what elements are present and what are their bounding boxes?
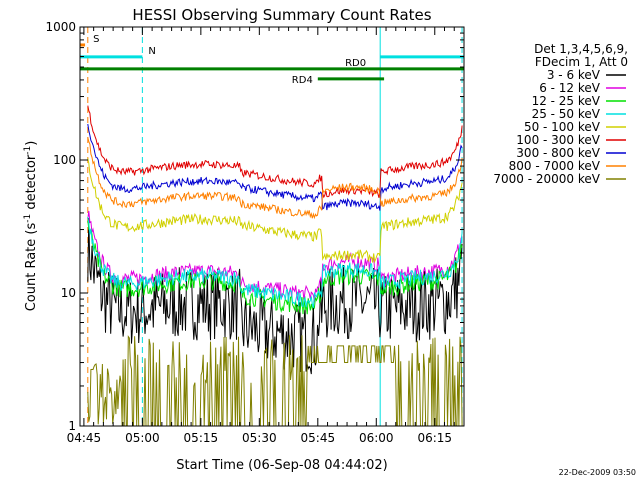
flag-label-n: N — [148, 46, 155, 57]
axes: 1 10 100 1000 04:45 05:00 05:15 05:30 05:45 06:00… — [45, 20, 465, 445]
x-tick-label: 05:45 — [301, 431, 336, 445]
y-axis-label-main: Count Rate (s — [24, 223, 39, 312]
flag-label-rd4: RD4 — [292, 75, 313, 86]
y-axis-label: Count Rate (s-1 detector-1) — [23, 141, 39, 312]
series-line-0 — [87, 218, 463, 375]
x-tick-label: 04:45 — [67, 431, 102, 445]
legend-entry-label: 100 - 300 keV — [516, 133, 600, 147]
y-axis-label-end: ) — [24, 141, 39, 146]
y-axis-label-mid: detector — [24, 154, 39, 214]
y-axis-label-sup2: -1 — [23, 146, 33, 155]
legend-entry-label: 12 - 25 keV — [532, 94, 601, 108]
x-tick-label: 06:15 — [417, 431, 452, 445]
series-line-4 — [87, 158, 463, 264]
x-axis-label: Start Time (06-Sep-08 04:44:02) — [176, 458, 387, 473]
series-line-3 — [87, 216, 463, 309]
legend-entry-label: 7000 - 20000 keV — [493, 172, 600, 186]
chart-title: HESSI Observing Summary Count Rates — [132, 6, 431, 24]
y-axis-label-sup1: -1 — [23, 214, 33, 223]
y-tick-label: 1 — [68, 419, 76, 433]
legend-entry-label: 300 - 800 keV — [516, 146, 600, 160]
flag-label-rd0: RD0 — [345, 58, 366, 69]
legend-entry-label: 3 - 6 keV — [547, 68, 601, 82]
y-tick-label: 1000 — [45, 20, 76, 34]
timestamp: 22-Dec-2009 03:50 — [559, 468, 636, 477]
legend-header-line2: FDecim 1, Att 0 — [535, 55, 628, 69]
flag-label-s: S — [93, 34, 99, 45]
x-tick-label: 05:15 — [184, 431, 219, 445]
legend-header-line1: Det 1,3,4,5,6,9, — [534, 42, 628, 56]
plot-frame — [79, 26, 465, 427]
series-line-5 — [87, 105, 463, 199]
legend-entry-label: 50 - 100 keV — [524, 120, 601, 134]
legend-entry-label: 6 - 12 keV — [539, 81, 601, 95]
series-line-7 — [87, 137, 463, 220]
series-line-6 — [87, 123, 463, 211]
y-tick-label: 10 — [61, 286, 76, 300]
y-tick-label: 100 — [53, 153, 76, 167]
x-tick-label: 05:30 — [242, 431, 277, 445]
legend-entry-label: 800 - 7000 keV — [509, 159, 601, 173]
x-tick-label: 06:00 — [359, 431, 394, 445]
x-tick-label: 05:00 — [125, 431, 160, 445]
series-group — [87, 105, 463, 427]
flag-bars: S N RD0 RD4 — [80, 34, 464, 86]
series-line-8 — [87, 335, 463, 427]
legend: Det 1,3,4,5,6,9, FDecim 1, Att 0 3 - 6 k… — [493, 42, 628, 186]
legend-entry-label: 25 - 50 keV — [532, 107, 601, 121]
